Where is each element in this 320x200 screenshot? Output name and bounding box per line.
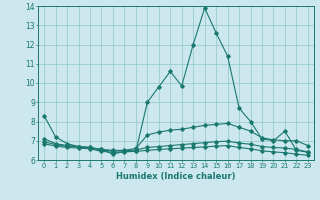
X-axis label: Humidex (Indice chaleur): Humidex (Indice chaleur) (116, 172, 236, 181)
